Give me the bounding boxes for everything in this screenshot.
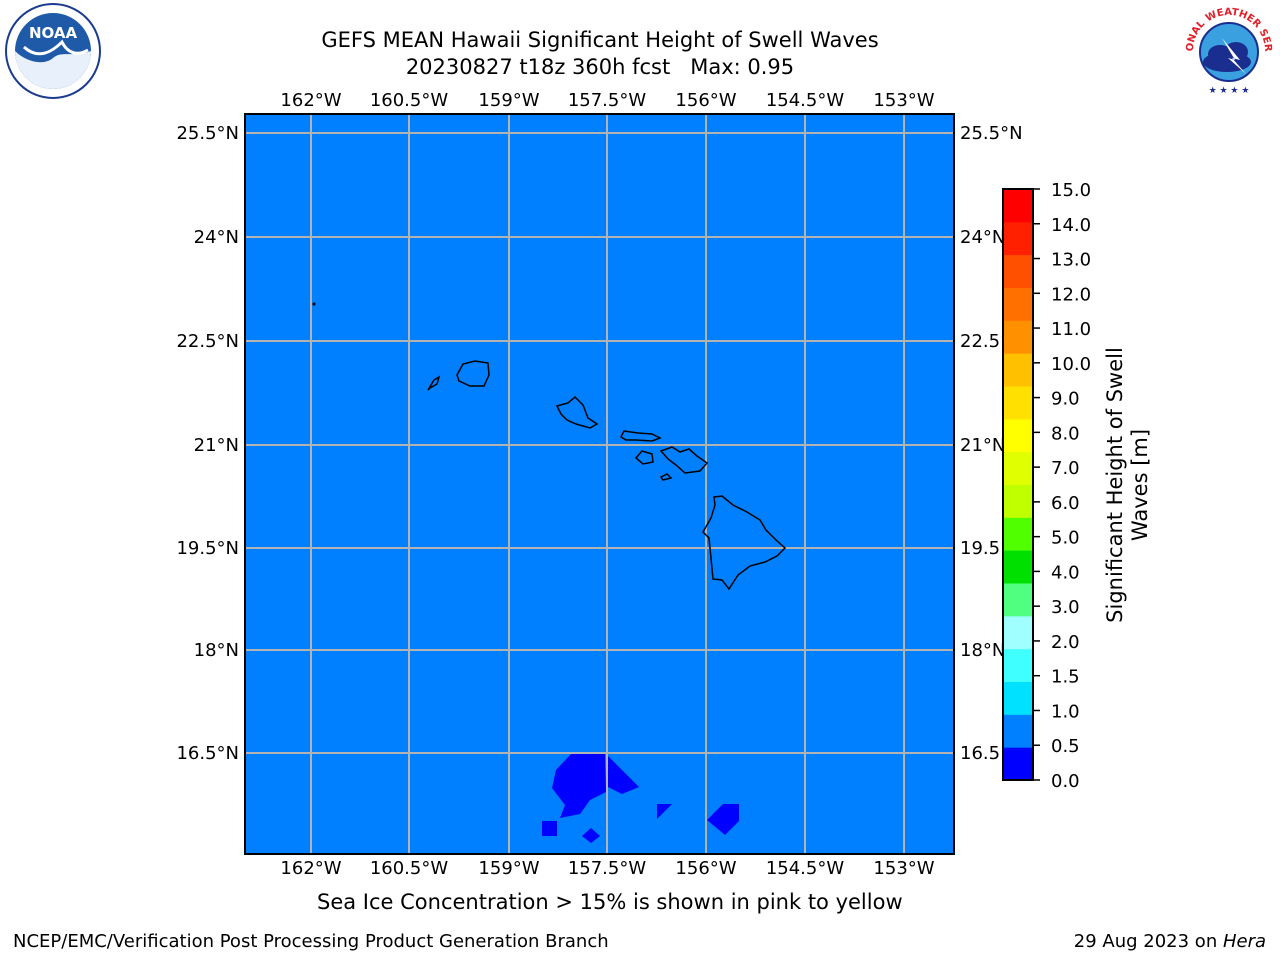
lat-label: 18°N — [960, 640, 1005, 661]
island-lanai — [634, 450, 654, 465]
lat-label: 22.5°N — [176, 331, 239, 352]
colorbar-segment — [1003, 418, 1033, 453]
colorbar-tick-label: 13.0 — [1051, 250, 1091, 271]
island-kahoolawe — [659, 473, 673, 481]
colorbar-segment — [1003, 189, 1033, 223]
lon-label: 159°W — [478, 90, 539, 111]
lat-labels-left: 25.5°N 24°N 22.5°N 21°N 19.5°N 18°N 16.5… — [176, 123, 239, 764]
colorbar-tick-label: 1.5 — [1051, 667, 1080, 688]
colorbar-segment — [1003, 648, 1033, 682]
colorbar-segment — [1003, 681, 1033, 715]
lon-label: 154.5°W — [766, 90, 845, 111]
colorbar-segment — [1003, 747, 1033, 781]
colorbar-segment — [1003, 386, 1033, 420]
colorbar-segment — [1003, 583, 1033, 617]
chart-subtitle: 20230827 t18z 360h fcst Max: 0.95 — [405, 55, 795, 79]
lon-label: 153°W — [873, 858, 934, 879]
lon-label: 157.5°W — [568, 90, 647, 111]
colorbar-segment — [1003, 320, 1033, 354]
colorbar-segment — [1003, 714, 1033, 748]
lat-label: 21°N — [194, 435, 239, 456]
lat-label: 21°N — [960, 435, 1005, 456]
lon-label: 157.5°W — [568, 858, 647, 879]
lat-label: 18°N — [194, 640, 239, 661]
lon-label: 154.5°W — [766, 858, 845, 879]
colorbar-tick-label: 12.0 — [1051, 284, 1091, 305]
noaa-logo-text: NOAA — [29, 24, 78, 42]
colorbar-tick-label: 14.0 — [1051, 215, 1091, 236]
lon-label: 160.5°W — [370, 90, 449, 111]
island-kauai — [456, 360, 490, 387]
footer-credit: NCEP/EMC/Verification Post Processing Pr… — [13, 931, 609, 952]
lon-labels-bottom: 162°W 160.5°W 159°W 157.5°W 156°W 154.5°… — [280, 858, 934, 879]
lon-label: 160.5°W — [370, 858, 449, 879]
lon-labels-top: 162°W 160.5°W 159°W 157.5°W 156°W 154.5°… — [280, 90, 934, 111]
island-niihau — [427, 375, 441, 391]
colorbar-segment — [1003, 254, 1033, 288]
island-molokai — [620, 430, 662, 442]
lat-label: 16.5°N — [176, 743, 239, 764]
colorbar-ticks: 0.0 0.5 1.0 1.5 2.0 3.0 4.0 5.0 6.0 7.0 8.0 9.0 10.0… — [1033, 180, 1091, 792]
colorbar-segments — [1003, 189, 1033, 781]
colorbar-segment — [1003, 615, 1033, 650]
colorbar-tick-label: 1.0 — [1051, 701, 1080, 722]
colorbar-tick-label: 2.0 — [1051, 632, 1080, 653]
lon-label: 153°W — [873, 90, 934, 111]
colorbar-label: Significant Height of Swell Waves [m] — [1103, 347, 1152, 623]
colorbar-tick-label: 5.0 — [1051, 528, 1080, 549]
national-weather-service-logo-icon: NATIONAL WEATHER SERVICE ★ ★ ★ ★ — [1180, 2, 1276, 98]
colorbar-tick-label: 9.0 — [1051, 389, 1080, 410]
lon-label: 162°W — [280, 90, 341, 111]
colorbar-tick-label: 7.0 — [1051, 458, 1080, 479]
colorbar-tick-label: 3.0 — [1051, 597, 1080, 618]
colorbar-segment — [1003, 287, 1033, 321]
noaa-logo-icon: NOAA — [5, 3, 101, 99]
chart-title: GEFS MEAN Hawaii Significant Height of S… — [321, 28, 879, 52]
svg-text:★ ★ ★ ★: ★ ★ ★ ★ — [1209, 86, 1250, 96]
low-swell-regions — [542, 754, 739, 843]
colorbar-tick-label: 11.0 — [1051, 319, 1091, 340]
colorbar-segment — [1003, 517, 1033, 551]
lon-label: 156°W — [675, 90, 736, 111]
colorbar-segment — [1003, 353, 1033, 387]
colorbar-tick-label: 4.0 — [1051, 562, 1080, 583]
island-maui — [659, 446, 709, 474]
colorbar-segment — [1003, 550, 1033, 584]
hawaiian-islands — [312, 302, 787, 591]
colorbar-segment — [1003, 451, 1033, 485]
colorbar-segment — [1003, 221, 1033, 256]
sea-ice-note: Sea Ice Concentration > 15% is shown in … — [317, 890, 903, 914]
footer-date-text: 29 Aug 2023 on — [1073, 931, 1223, 952]
lat-label: 19.5°N — [176, 538, 239, 559]
island-hawaii — [702, 495, 787, 591]
colorbar-tick-label: 6.0 — [1051, 493, 1080, 514]
footer-date: 29 Aug 2023 on Hera — [1074, 931, 1266, 952]
lat-label: 24°N — [960, 227, 1005, 248]
lat-label: 24°N — [194, 227, 239, 248]
map-background — [246, 115, 953, 853]
lon-label: 156°W — [675, 858, 736, 879]
lon-label: 162°W — [280, 858, 341, 879]
colorbar-tick-label: 8.0 — [1051, 423, 1080, 444]
colorbar-segment — [1003, 484, 1033, 518]
footer-host: Hera — [1222, 931, 1266, 952]
colorbar-tick-label: 10.0 — [1051, 354, 1091, 375]
colorbar-tick-label: 0.0 — [1051, 771, 1080, 792]
lon-label: 159°W — [478, 858, 539, 879]
island-oahu — [555, 395, 599, 429]
lat-label: 25.5°N — [960, 123, 1023, 144]
map-grid — [246, 115, 953, 853]
colorbar-tick-label: 15.0 — [1051, 180, 1091, 201]
colorbar-tick-label: 0.5 — [1051, 736, 1080, 757]
lat-label: 25.5°N — [176, 123, 239, 144]
